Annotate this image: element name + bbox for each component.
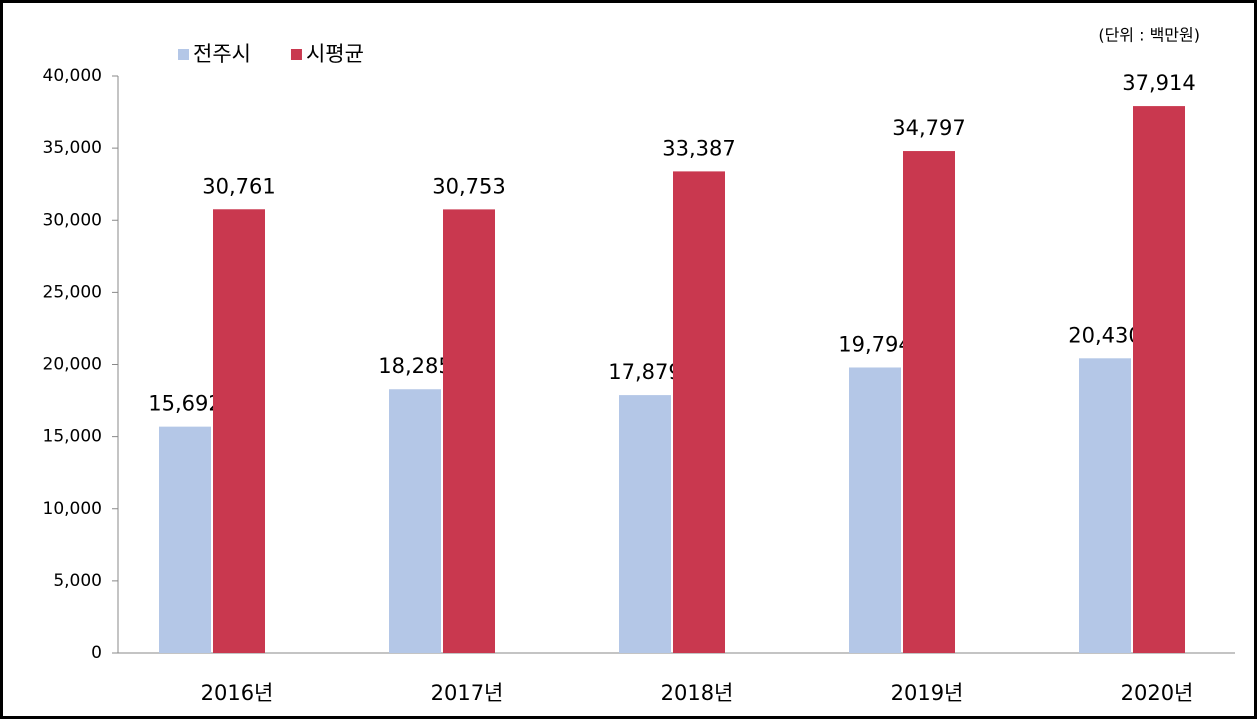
value-label: 37,914 <box>1122 71 1195 95</box>
bar <box>903 151 955 653</box>
value-label: 30,753 <box>432 174 505 198</box>
value-label: 15,692 <box>148 392 221 416</box>
y-tick-label: 20,000 <box>43 355 102 375</box>
x-tick-label: 2019년 <box>891 681 964 705</box>
y-tick-label: 0 <box>91 643 102 663</box>
legend-swatch <box>178 49 189 60</box>
x-tick-label: 2020년 <box>1121 681 1194 705</box>
value-label: 17,879 <box>608 360 681 384</box>
y-tick-label: 25,000 <box>43 282 102 302</box>
y-tick-label: 35,000 <box>43 138 102 158</box>
value-label: 34,797 <box>892 116 965 140</box>
legend-label: 시평균 <box>306 42 364 66</box>
x-tick-label: 2016년 <box>201 681 274 705</box>
x-tick-label: 2017년 <box>431 681 504 705</box>
y-tick-label: 15,000 <box>43 427 102 447</box>
value-label: 19,794 <box>838 332 911 356</box>
bar <box>389 389 441 653</box>
value-label: 20,430 <box>1068 323 1141 347</box>
y-tick-label: 5,000 <box>53 571 102 591</box>
value-label: 18,285 <box>378 354 451 378</box>
bar <box>1133 106 1185 653</box>
bar <box>443 209 495 653</box>
bar <box>673 171 725 654</box>
legend-label: 전주시 <box>193 42 251 66</box>
value-label: 33,387 <box>662 136 735 160</box>
unit-note: (단위 : 백만원) <box>1098 26 1200 45</box>
bar <box>1079 358 1131 653</box>
x-tick-label: 2018년 <box>661 681 734 705</box>
y-tick-label: 40,000 <box>43 66 102 86</box>
y-tick-label: 30,000 <box>43 210 102 230</box>
legend-swatch <box>290 49 302 60</box>
bar <box>159 426 211 653</box>
y-tick-label: 10,000 <box>43 499 102 519</box>
bar <box>213 209 265 653</box>
bar <box>849 367 901 653</box>
value-label: 30,761 <box>202 174 275 198</box>
bar <box>619 395 671 653</box>
